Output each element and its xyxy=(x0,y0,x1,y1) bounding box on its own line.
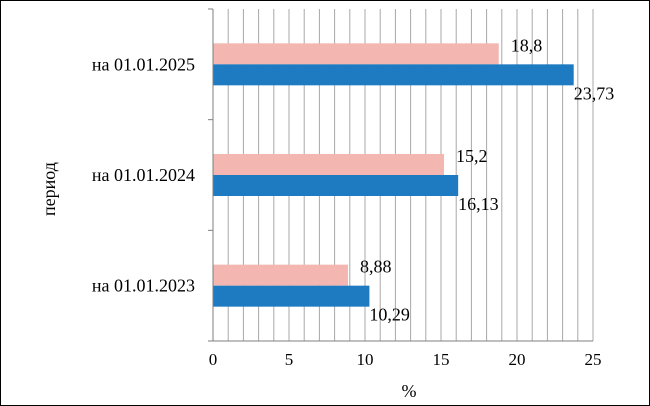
data-label: 8,88 xyxy=(360,257,392,277)
x-tick-label: 25 xyxy=(585,350,602,369)
x-tick-label: 0 xyxy=(209,350,218,369)
axes xyxy=(208,8,593,342)
data-label: 16,13 xyxy=(458,194,499,214)
y-tick-label: на 01.01.2025 xyxy=(92,54,195,74)
bar-blue xyxy=(213,285,370,307)
labels: на 01.01.2023 8,88 10,29 на 01.01.2024 15,2 1… xyxy=(92,35,614,369)
data-label: 15,2 xyxy=(456,146,488,166)
x-tick-label: 15 xyxy=(433,350,450,369)
x-tick-label: 20 xyxy=(509,350,526,369)
y-tick-label: на 01.01.2023 xyxy=(92,276,195,296)
bar-pink xyxy=(213,154,445,175)
bar-pink xyxy=(213,264,348,286)
data-label: 23,73 xyxy=(574,83,615,103)
bar-pink xyxy=(213,43,499,65)
data-label: 10,29 xyxy=(369,305,410,325)
y-axis-title: период xyxy=(39,162,59,216)
bars xyxy=(213,43,574,307)
data-label: 18,8 xyxy=(511,35,543,55)
x-tick-label: 5 xyxy=(285,350,294,369)
bar-blue xyxy=(213,175,459,196)
bar-blue xyxy=(213,64,574,86)
y-tick-label: на 01.01.2024 xyxy=(92,165,195,185)
x-tick-label: 10 xyxy=(357,350,374,369)
x-axis-title: % xyxy=(402,381,417,401)
